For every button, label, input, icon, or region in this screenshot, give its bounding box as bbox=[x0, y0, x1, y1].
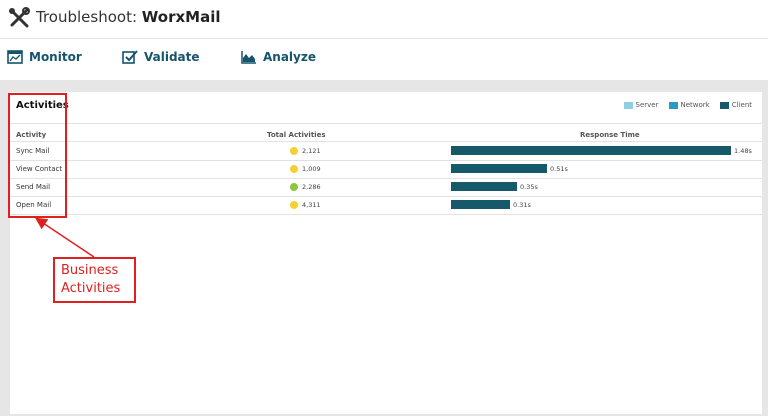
header: Troubleshoot: WorxMail bbox=[0, 0, 768, 39]
activity-name[interactable]: Send Mail bbox=[16, 183, 51, 191]
column-header-response: Response Time bbox=[580, 131, 640, 139]
status-dot bbox=[290, 201, 298, 209]
response-value: 0.31s bbox=[513, 201, 531, 209]
response-value: 0.35s bbox=[520, 183, 538, 191]
activity-name[interactable]: Open Mail bbox=[16, 201, 52, 209]
nav-validate[interactable]: Validate bbox=[122, 50, 200, 64]
table-row[interactable]: Sync Mail 2,121 1.48s bbox=[10, 142, 762, 161]
annotation-callout: Business Activities bbox=[53, 257, 136, 303]
highlight-box bbox=[8, 93, 67, 218]
response-bar bbox=[451, 182, 517, 191]
response-value: 1.48s bbox=[734, 147, 752, 155]
checkbox-icon bbox=[122, 50, 138, 64]
title-prefix: Troubleshoot: bbox=[36, 8, 138, 26]
annotation-line-2: Activities bbox=[61, 281, 121, 296]
area-chart-icon bbox=[241, 51, 256, 64]
legend-label-server: Server bbox=[635, 101, 659, 109]
legend: Server Network Client bbox=[623, 101, 752, 109]
column-header-activity: Activity bbox=[16, 131, 47, 139]
divider bbox=[10, 123, 762, 124]
total-count: 2,286 bbox=[302, 183, 321, 191]
nav-monitor[interactable]: Monitor bbox=[7, 50, 82, 64]
legend-item-client: Client bbox=[719, 101, 752, 109]
status-dot bbox=[290, 183, 298, 191]
column-header-total: Total Activities bbox=[267, 131, 326, 139]
nav-analyze-label: Analyze bbox=[263, 50, 316, 64]
response-bar bbox=[451, 200, 510, 209]
nav-validate-label: Validate bbox=[144, 50, 200, 64]
activities-title: Activities bbox=[16, 100, 69, 111]
table-row[interactable]: Open Mail 4,311 0.31s bbox=[10, 196, 762, 215]
activity-name[interactable]: View Contact bbox=[16, 165, 63, 173]
legend-swatch-client bbox=[719, 101, 729, 109]
annotation-line-1: Business bbox=[61, 263, 119, 278]
nav-analyze[interactable]: Analyze bbox=[241, 50, 316, 64]
response-bar bbox=[451, 146, 731, 155]
page-title: Troubleshoot: WorxMail bbox=[36, 8, 221, 26]
table-row[interactable]: Send Mail 2,286 0.35s bbox=[10, 178, 762, 197]
response-value: 0.51s bbox=[550, 165, 568, 173]
table-row[interactable]: View Contact 1,009 0.51s bbox=[10, 160, 762, 179]
divider bbox=[10, 141, 762, 142]
legend-label-client: Client bbox=[731, 101, 752, 109]
legend-item-server: Server bbox=[623, 101, 659, 109]
legend-item-network: Network bbox=[668, 101, 710, 109]
total-count: 4,311 bbox=[302, 201, 321, 209]
legend-label-network: Network bbox=[680, 101, 710, 109]
title-app: WorxMail bbox=[141, 8, 221, 26]
total-count: 1,009 bbox=[302, 165, 321, 173]
monitor-icon bbox=[7, 50, 23, 64]
response-bar bbox=[451, 164, 547, 173]
legend-swatch-network bbox=[668, 101, 678, 109]
status-dot bbox=[290, 147, 298, 155]
nav-bar: Monitor Validate Analyze bbox=[0, 40, 768, 80]
total-count: 2,121 bbox=[302, 147, 321, 155]
legend-swatch-server bbox=[623, 101, 633, 109]
activities-card: Activities Server Network Client Activit… bbox=[10, 92, 762, 414]
nav-monitor-label: Monitor bbox=[29, 50, 82, 64]
activity-name[interactable]: Sync Mail bbox=[16, 147, 50, 155]
tools-icon bbox=[9, 7, 30, 28]
status-dot bbox=[290, 165, 298, 173]
